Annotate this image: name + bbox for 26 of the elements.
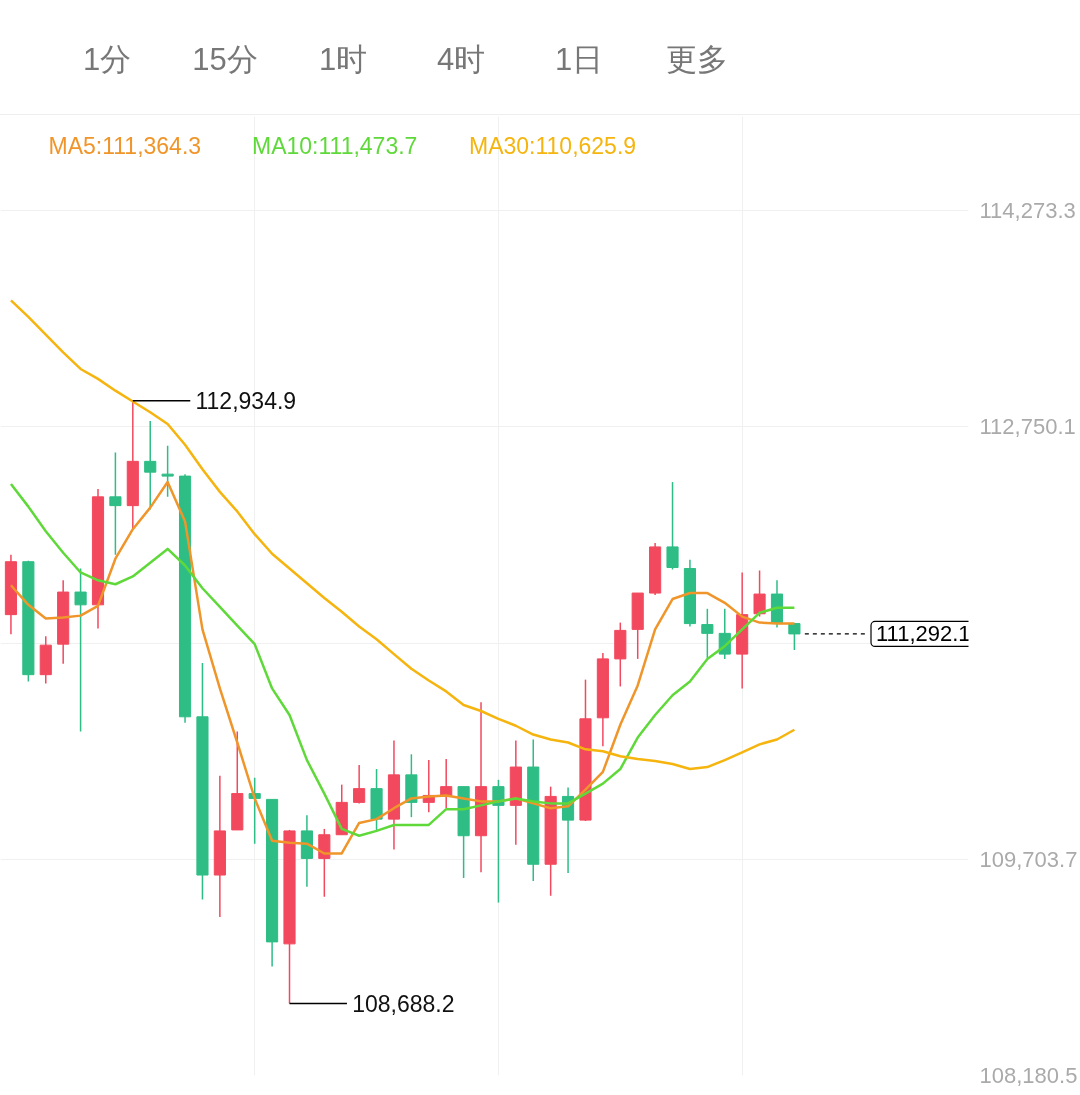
text: 15分 <box>191 41 259 79</box>
candlestick <box>74 567 87 733</box>
text: 1日 <box>553 41 605 79</box>
text: 1时 <box>317 41 369 79</box>
text: MA5:111,364.3 <box>48 132 202 159</box>
text: MA30:110,625.9 <box>469 132 637 159</box>
text: MA10:111,473.7 <box>252 132 418 159</box>
candlestick <box>109 451 122 556</box>
y-tick-label: 112,750.1 <box>979 414 1076 440</box>
text: 更多 <box>665 41 729 79</box>
candlestick <box>666 481 679 571</box>
y-tick-label: 108,180.5 <box>979 1063 1078 1088</box>
annotation: 108,688.2 <box>352 990 455 1017</box>
candlestick <box>788 622 801 651</box>
candlestick <box>161 445 174 498</box>
candlestick <box>701 608 714 659</box>
candlestick <box>492 779 505 904</box>
annotation: 112,934.9 <box>195 388 297 415</box>
candlestick <box>353 764 366 805</box>
line-series <box>9 299 796 771</box>
candlestick <box>753 569 766 618</box>
y-tick-label: 114,273.3 <box>979 198 1076 224</box>
candlestick <box>144 420 157 511</box>
text: 4时 <box>435 41 487 79</box>
y-tick-label: 109,703.7 <box>979 846 1078 872</box>
text: 1分 <box>81 41 133 79</box>
